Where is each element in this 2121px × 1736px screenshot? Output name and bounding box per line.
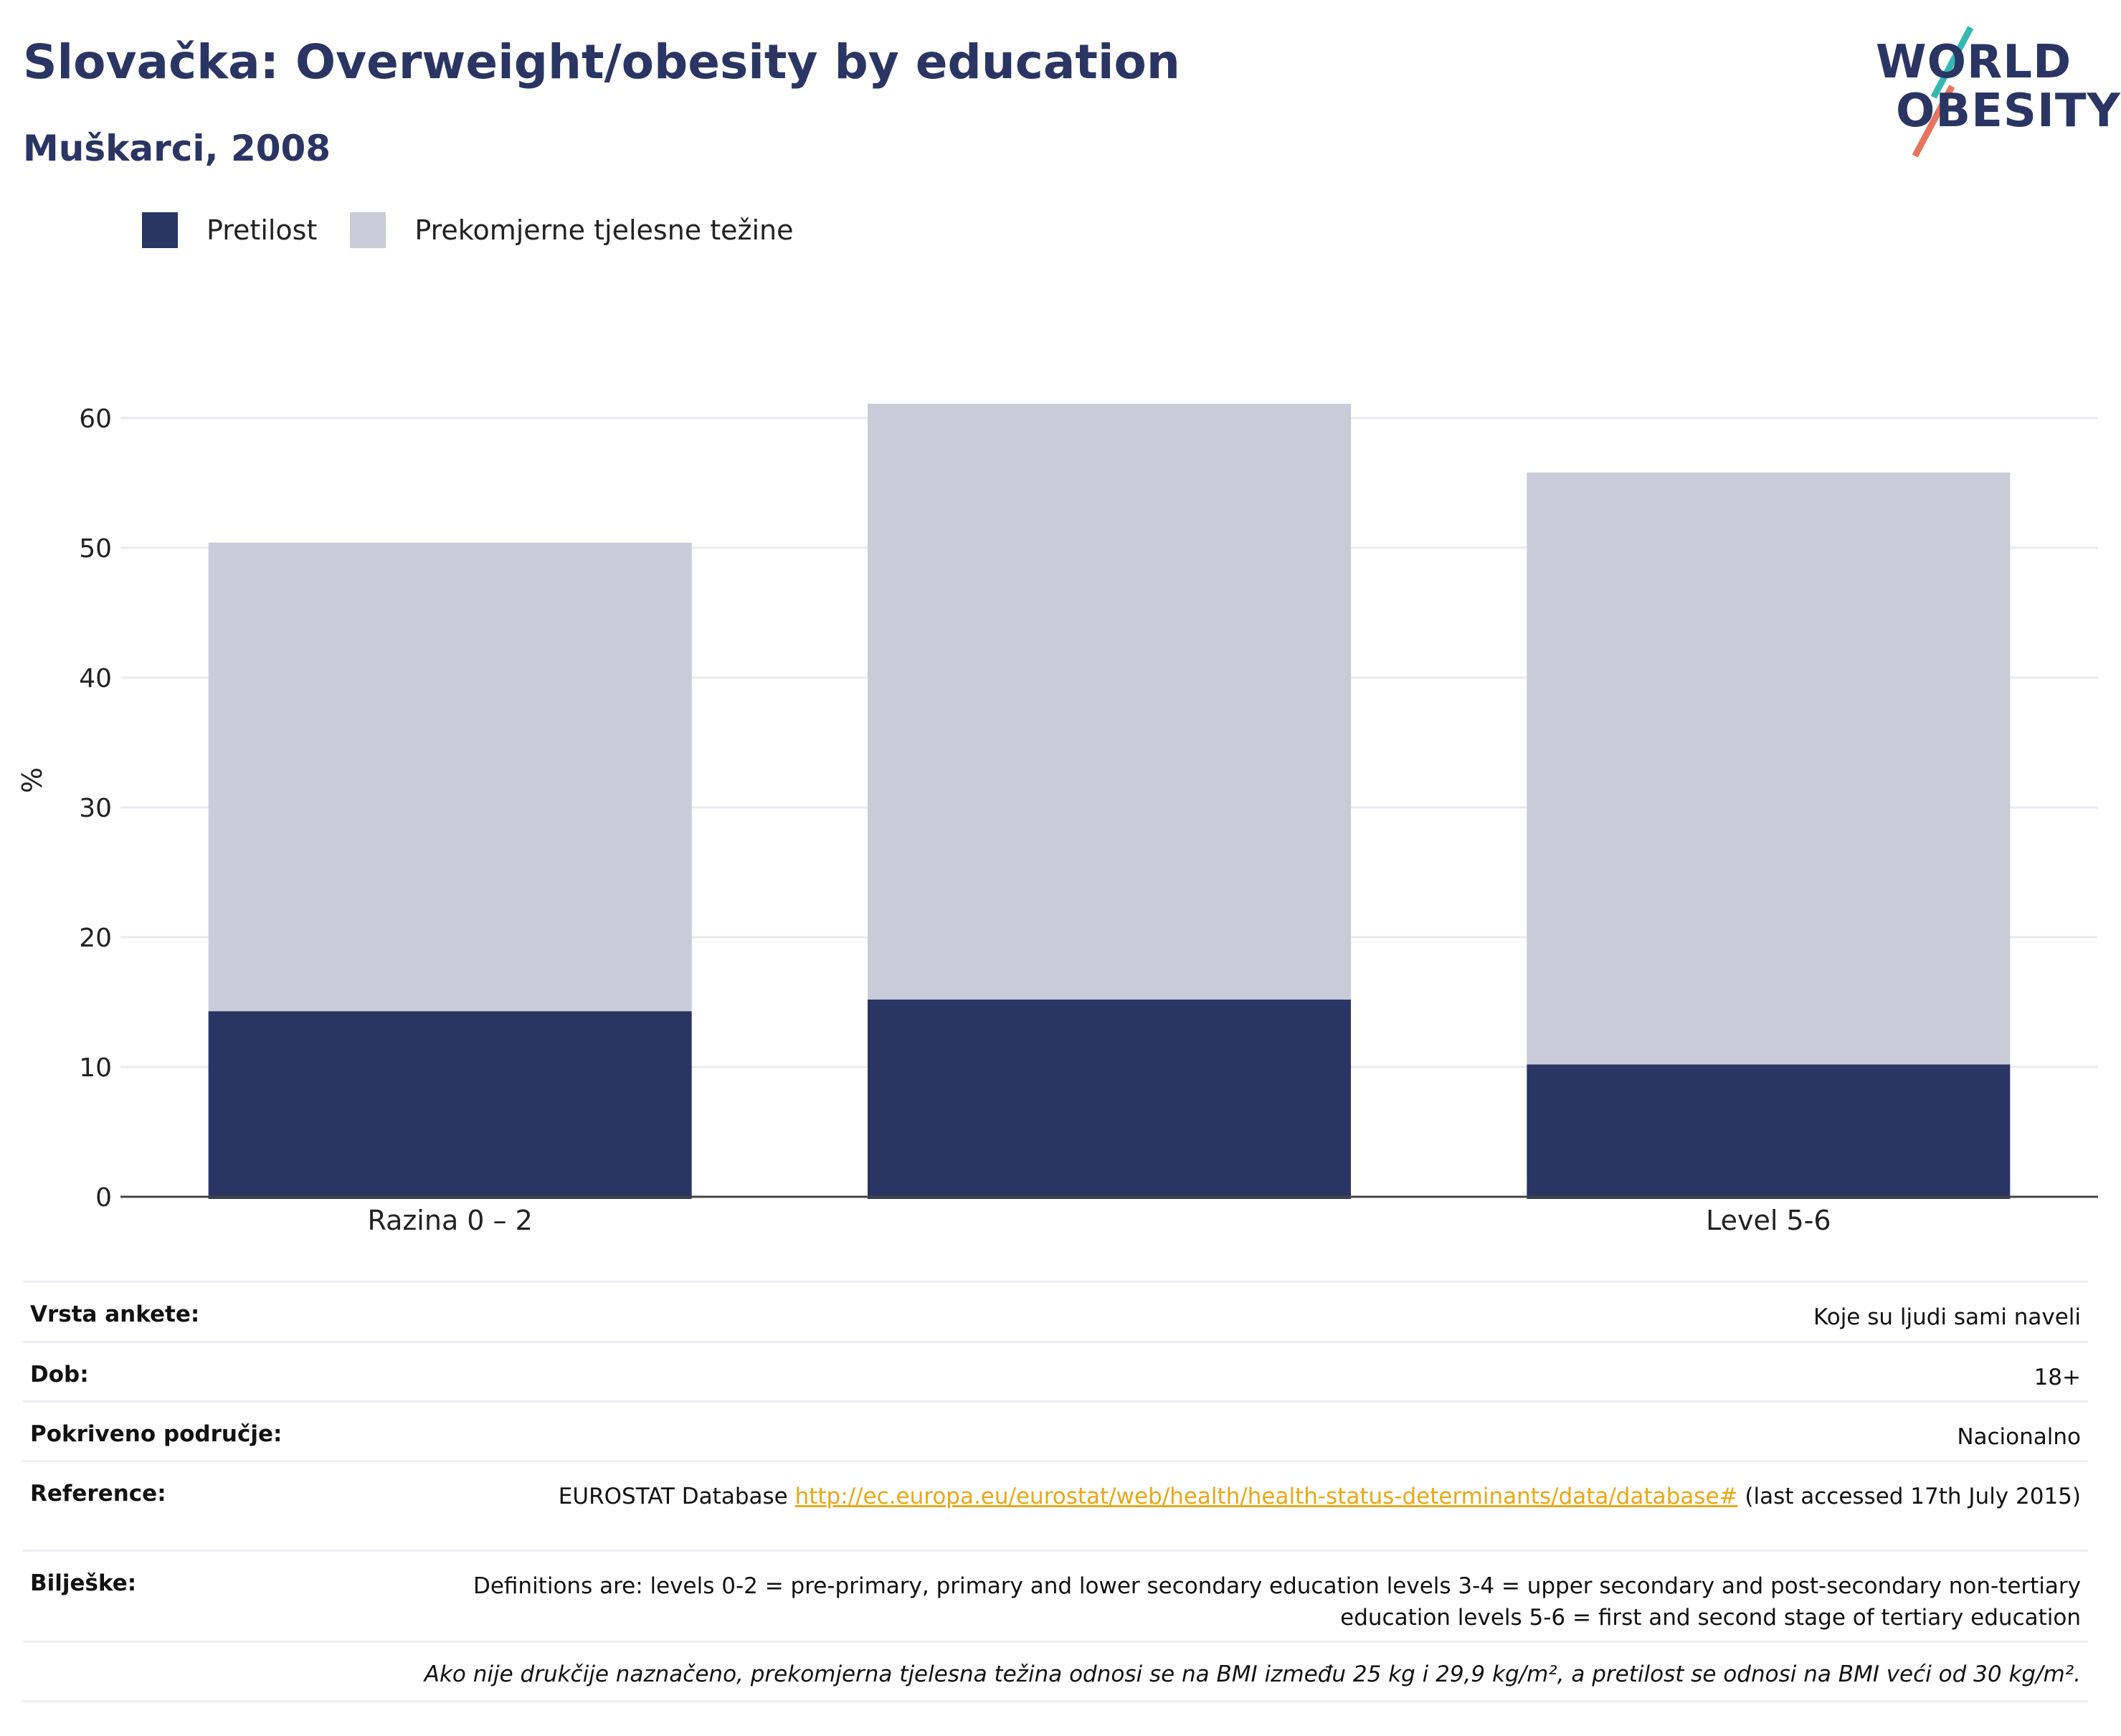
y-tick-label: 10 [79,1053,112,1083]
info-key: Vrsta ankete: [30,1301,200,1327]
info-row-age: Dob: 18+ [23,1341,2088,1400]
x-tick-label: Level 5-6 [1706,1205,1831,1236]
x-tick-label: Razina 0 – 2 [368,1205,533,1236]
info-row-notes: Bilješke: Definitions are: levels 0-2 = … [23,1550,2088,1641]
reference-link[interactable]: http://ec.europa.eu/eurostat/web/health/… [794,1484,1738,1509]
bar-segment-pretilost [208,1011,692,1199]
chart-legend: Pretilost Prekomjerne tjelesne težine [142,212,827,248]
info-value: Koje su ljudi sami naveli [1813,1304,2081,1330]
info-table: Vrsta ankete: Koje su ljudi sami naveli … [23,1281,2088,1702]
y-tick-label: 60 [79,404,112,434]
bar-segment-pretilost [1527,1064,2011,1199]
legend-item-prekomjerne[interactable]: Prekomjerne tjelesne težine [350,212,794,248]
y-axis-label: % [16,767,48,793]
info-key: Pokriveno područje: [30,1421,283,1447]
info-value: EUROSTAT Database http://ec.europa.eu/eu… [559,1481,2081,1550]
legend-swatch-prekomjerne [350,212,386,248]
legend-label-pretilost: Pretilost [207,214,318,246]
logo-text-obesity: OBESITY [1896,85,2121,138]
info-key: Dob: [30,1362,89,1388]
bar-segment-prekomjerne [1527,473,2011,1065]
bar-segment-prekomjerne [868,404,1351,1000]
info-row-coverage: Pokriveno područje: Nacionalno [23,1400,2088,1460]
info-value: 18+ [2034,1365,2081,1390]
reference-suffix: (last accessed 17th July 2015) [1737,1484,2081,1509]
legend-label-prekomjerne: Prekomjerne tjelesne težine [414,214,794,246]
info-key: Bilješke: [30,1570,137,1596]
stacked-bar-chart: 0 10 20 30 40 50 60% Razina 0 – 2 Level 5-6 [16,404,2098,1236]
info-value: Definitions are: levels 0-2 = pre-primar… [473,1573,2081,1631]
logo-text-world: WORLD [1876,36,2072,89]
bar-segment-prekomjerne [208,542,692,1012]
info-key: Reference: [30,1481,166,1507]
info-row-survey-type: Vrsta ankete: Koje su ljudi sami naveli [23,1281,2088,1341]
chart-title: Slovačka: Overweight/obesity by educatio… [23,34,1180,90]
world-obesity-logo: WORLD OBESITY [1864,22,2120,158]
chart-subtitle: Muškarci, 2008 [23,128,331,169]
y-tick-label: 50 [79,534,112,564]
info-value: Nacionalno [1957,1424,2081,1450]
y-tick-label: 20 [79,924,112,953]
legend-item-pretilost[interactable]: Pretilost [142,212,317,248]
legend-swatch-pretilost [142,212,178,248]
y-tick-label: 30 [79,794,112,823]
reference-prefix: EUROSTAT Database [558,1484,795,1509]
y-tick-label: 0 [95,1183,112,1213]
info-row-reference: Reference: EUROSTAT Database http://ec.e… [23,1460,2088,1550]
y-tick-label: 40 [79,664,112,693]
bar-segment-pretilost [868,999,1351,1199]
bmi-footnote: Ako nije drukčije naznačeno, prekomjerna… [23,1641,2088,1702]
